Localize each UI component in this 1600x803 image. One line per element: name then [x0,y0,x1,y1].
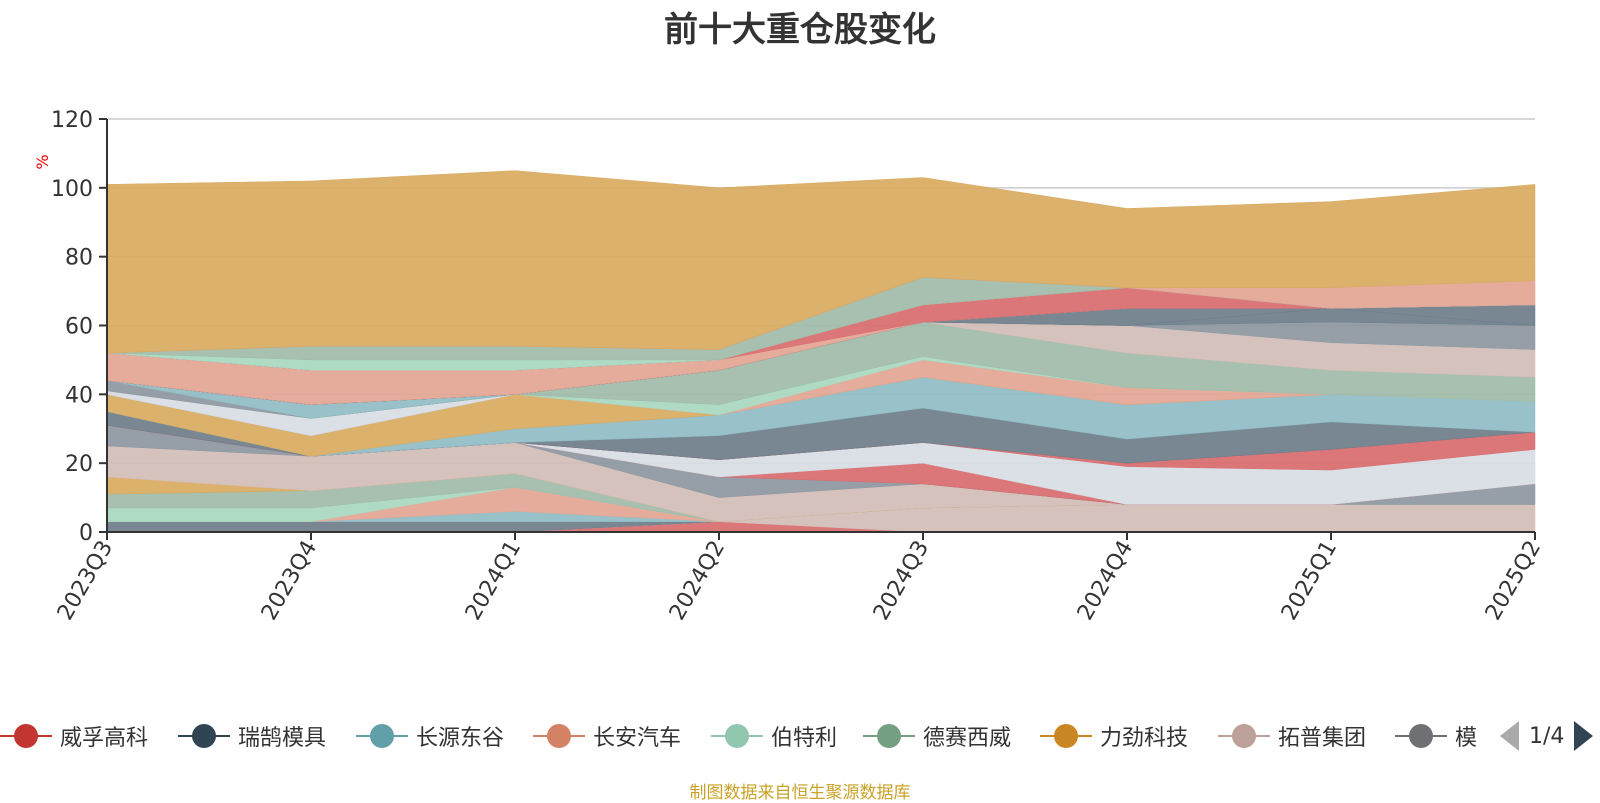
legend-marker-icon [1395,724,1447,748]
source-note: 制图数据来自恒生聚源数据库 [689,783,911,803]
legend-item[interactable]: 长源东谷 [356,716,504,756]
legend-item[interactable]: 伯特利 [711,716,837,756]
legend-label: 伯特利 [771,726,838,751]
legend-label: 德赛西威 [923,726,1012,751]
area-layer [106,170,1536,533]
x-tick-label: 2025Q2 [1481,537,1546,625]
y-axis-unit: % [33,154,52,169]
legend-marker-icon [533,724,585,748]
y-tick-label: 80 [65,246,93,271]
legend-dot-icon [1409,724,1433,748]
legend-dot-icon [725,724,749,748]
legend-marker-icon [711,724,763,748]
legend-item[interactable]: 瑞鹄模具 [178,716,326,756]
legend-dot-icon [192,724,216,748]
legend-dot-icon [547,724,571,748]
x-tick-label: 2025Q1 [1277,537,1342,625]
legend-marker-icon [356,724,408,748]
legend-label: 拓普集团 [1278,726,1367,751]
legend-item[interactable]: 长安汽车 [533,716,681,756]
legend-dot-icon [370,724,394,748]
legend-label: 模 [1455,726,1478,751]
legend-marker-icon [0,724,52,748]
x-tick-label: 2023Q4 [257,537,322,625]
series-area-30 [106,170,1536,354]
legend-label: 长源东谷 [416,726,505,751]
x-tick-label: 2024Q2 [665,537,730,625]
y-tick-label: 0 [79,521,93,546]
legend-item[interactable]: 模 [1395,716,1477,756]
y-tick-label: 20 [65,452,93,477]
legend-dot-icon [877,724,901,748]
y-tick-label: 40 [65,383,93,408]
y-tick-label: 120 [51,108,93,133]
legend-label: 威孚高科 [60,726,149,751]
y-tick-label: 100 [51,177,93,202]
legend-prev-page-button[interactable] [1500,721,1519,751]
legend-item[interactable]: 拓普集团 [1218,716,1366,756]
legend-page-indicator: 1/4 [1529,723,1565,749]
legend-item[interactable]: 力劲科技 [1040,716,1188,756]
legend-label: 瑞鹄模具 [238,726,327,751]
x-tick-label: 2023Q3 [53,537,118,625]
legend-dot-icon [14,724,38,748]
legend: 威孚高科 瑞鹄模具 长源东谷 长安汽车 伯特利 德赛西威 力劲科技 拓普集团 模 [0,716,1480,756]
legend-marker-icon [178,724,230,748]
legend-marker-icon [863,724,915,748]
legend-next-page-button[interactable] [1574,721,1594,751]
legend-dot-icon [1232,724,1256,748]
legend-label: 力劲科技 [1100,726,1189,751]
legend-dot-icon [1054,724,1078,748]
y-tick-label: 60 [65,315,93,340]
x-tick-label: 2024Q3 [869,537,934,625]
legend-label: 长安汽车 [593,726,682,751]
chart-plot: 0 20 40 60 80 100 120 2023Q3 2023Q4 2024Q1 2024Q2 2… [33,108,1546,625]
legend-item[interactable]: 德赛西威 [863,716,1011,756]
x-tick-label: 2024Q1 [461,537,526,625]
x-tick-label: 2024Q4 [1073,537,1138,625]
chart-title: 前十大重仓股变化 [664,10,936,50]
legend-marker-icon [1040,724,1092,748]
legend-marker-icon [1218,724,1270,748]
legend-item[interactable]: 威孚高科 [0,716,148,756]
legend-pager: 1/4 [1500,716,1594,756]
